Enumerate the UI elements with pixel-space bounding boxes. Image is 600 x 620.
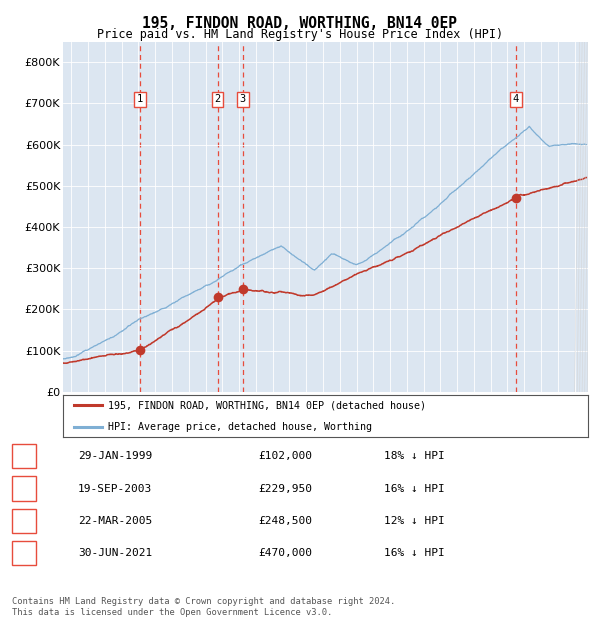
Text: 195, FINDON ROAD, WORTHING, BN14 0EP (detached house): 195, FINDON ROAD, WORTHING, BN14 0EP (de… — [107, 401, 425, 410]
Text: £102,000: £102,000 — [258, 451, 312, 461]
Text: 3: 3 — [239, 94, 246, 104]
Text: 12% ↓ HPI: 12% ↓ HPI — [384, 516, 445, 526]
Text: Contains HM Land Registry data © Crown copyright and database right 2024.
This d: Contains HM Land Registry data © Crown c… — [12, 598, 395, 617]
Text: 2: 2 — [215, 94, 221, 104]
Text: 1: 1 — [20, 451, 28, 461]
Text: 16% ↓ HPI: 16% ↓ HPI — [384, 548, 445, 558]
Text: 16% ↓ HPI: 16% ↓ HPI — [384, 484, 445, 494]
Text: 19-SEP-2003: 19-SEP-2003 — [78, 484, 152, 494]
Text: 18% ↓ HPI: 18% ↓ HPI — [384, 451, 445, 461]
Text: £248,500: £248,500 — [258, 516, 312, 526]
Text: 3: 3 — [20, 516, 28, 526]
Text: 195, FINDON ROAD, WORTHING, BN14 0EP: 195, FINDON ROAD, WORTHING, BN14 0EP — [143, 16, 458, 30]
Text: 30-JUN-2021: 30-JUN-2021 — [78, 548, 152, 558]
Text: 22-MAR-2005: 22-MAR-2005 — [78, 516, 152, 526]
Text: 29-JAN-1999: 29-JAN-1999 — [78, 451, 152, 461]
Text: £470,000: £470,000 — [258, 548, 312, 558]
Text: 2: 2 — [20, 484, 28, 494]
Text: HPI: Average price, detached house, Worthing: HPI: Average price, detached house, Wort… — [107, 422, 371, 432]
Text: 4: 4 — [513, 94, 519, 104]
Text: 4: 4 — [20, 548, 28, 558]
Text: £229,950: £229,950 — [258, 484, 312, 494]
Text: 1: 1 — [137, 94, 143, 104]
Text: Price paid vs. HM Land Registry's House Price Index (HPI): Price paid vs. HM Land Registry's House … — [97, 28, 503, 41]
